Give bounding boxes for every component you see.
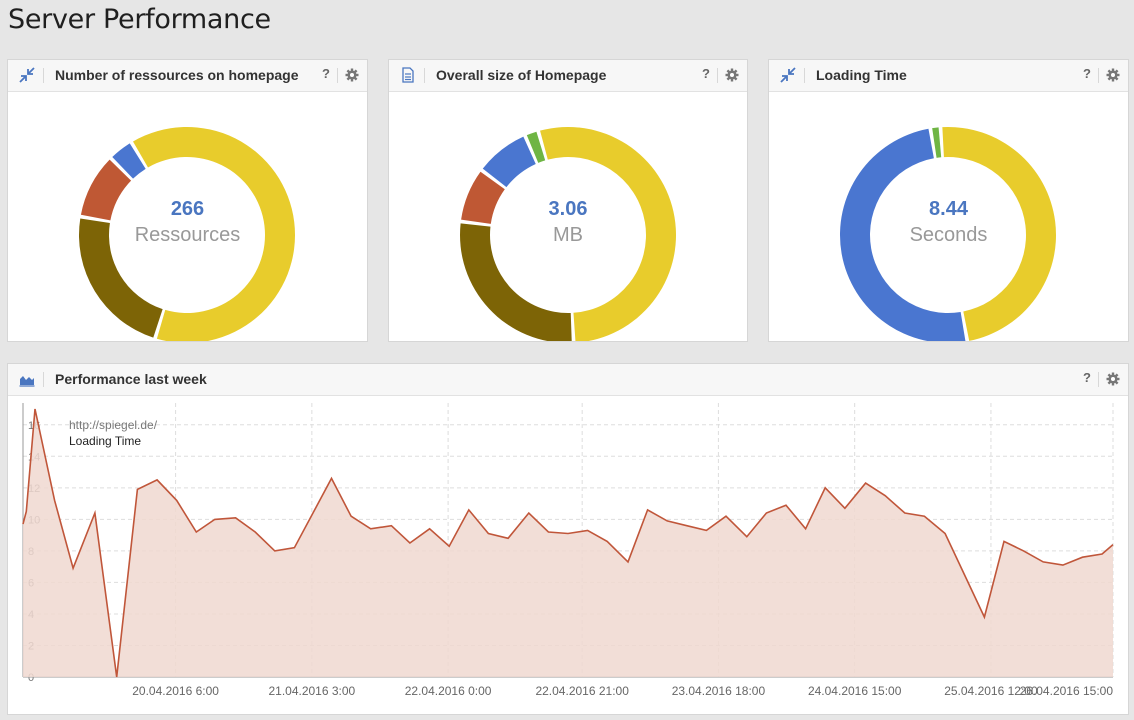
donut-slice-olive (460, 223, 572, 341)
size-unit: MB (553, 224, 583, 246)
panel-header: Number of ressources on homepage ? (8, 60, 367, 92)
x-tick-label: 22.04.2016 0:00 (405, 684, 492, 698)
loading-panel: Loading Time ? 8.44 Seconds (768, 59, 1129, 342)
loading-value: 8.44 (929, 198, 968, 220)
performance-panel: Performance last week ? 0246810121416htt… (7, 363, 1129, 715)
divider (43, 68, 44, 83)
area-chart-icon (19, 376, 35, 387)
donut-slice-green (526, 131, 546, 163)
resources-unit: Ressources (134, 224, 241, 246)
x-tick-label: 24.04.2016 15:00 (808, 684, 902, 698)
help-button[interactable]: ? (1083, 370, 1091, 385)
size-panel: Overall size of Homepage ? 3.06 MB (388, 59, 748, 342)
gear-icon[interactable] (725, 68, 739, 82)
help-button[interactable]: ? (702, 66, 710, 81)
divider (717, 68, 718, 83)
resources-panel: Number of ressources on homepage ? 266 R… (7, 59, 368, 342)
donut-slice-rust (461, 171, 505, 224)
document-icon (402, 67, 414, 83)
divider (337, 68, 338, 83)
panel-title: Loading Time (816, 67, 907, 83)
loading-donut-chart (840, 127, 1056, 341)
x-tick-label: 22.04.2016 21:00 (535, 684, 629, 698)
loading-unit: Seconds (909, 224, 988, 246)
loading-time-line (22, 408, 1114, 678)
donut-slice-blue (112, 143, 146, 179)
help-button[interactable]: ? (1083, 66, 1091, 81)
divider (1098, 372, 1099, 387)
divider (1098, 68, 1099, 83)
divider (43, 372, 44, 387)
size-value: 3.06 (548, 198, 588, 220)
y-tick-label: 0 (28, 672, 34, 684)
series-url-label: http://spiegel.de/ (69, 418, 158, 432)
compress-icon (19, 67, 35, 83)
compress-icon (780, 67, 796, 83)
x-tick-label: 25.04.2016 12:00 (944, 684, 1038, 698)
donut-slice-rust (80, 159, 132, 221)
resources-value: 266 (170, 198, 205, 220)
resources-donut-chart (78, 127, 295, 341)
page-title: Server Performance (8, 4, 271, 35)
size-donut-chart (460, 127, 676, 341)
x-tick-label: 20.04.2016 6:00 (132, 684, 219, 698)
gear-icon[interactable] (1106, 372, 1120, 386)
panel-header: Performance last week ? (8, 364, 1128, 396)
help-button[interactable]: ? (322, 66, 330, 81)
donut-slice-yellow (540, 127, 676, 341)
x-tick-label: 26.04.2016 15:00 (1020, 684, 1114, 698)
panel-title: Number of ressources on homepage (55, 67, 299, 83)
panel-header: Overall size of Homepage ? (389, 60, 747, 92)
panel-header: Loading Time ? (769, 60, 1128, 92)
donut-slice-olive (78, 218, 163, 338)
gear-icon[interactable] (1106, 68, 1120, 82)
donut-slice-blue (840, 128, 966, 341)
divider (804, 68, 805, 83)
loading-time-area (23, 409, 1113, 677)
performance-area-chart: 0246810121416http://spiegel.de/Loading T… (22, 403, 1114, 698)
series-legend-label: Loading Time (69, 434, 141, 448)
x-tick-label: 23.04.2016 18:00 (672, 684, 766, 698)
donut-slice-yellow (133, 127, 295, 341)
donut-slice-blue (482, 136, 536, 188)
donut-slice-yellow (942, 127, 1056, 341)
panel-title: Overall size of Homepage (436, 67, 607, 83)
gear-icon[interactable] (345, 68, 359, 82)
divider (424, 68, 425, 83)
panel-title: Performance last week (55, 371, 207, 387)
donut-slice-green (932, 127, 942, 158)
x-tick-label: 21.04.2016 3:00 (268, 684, 355, 698)
